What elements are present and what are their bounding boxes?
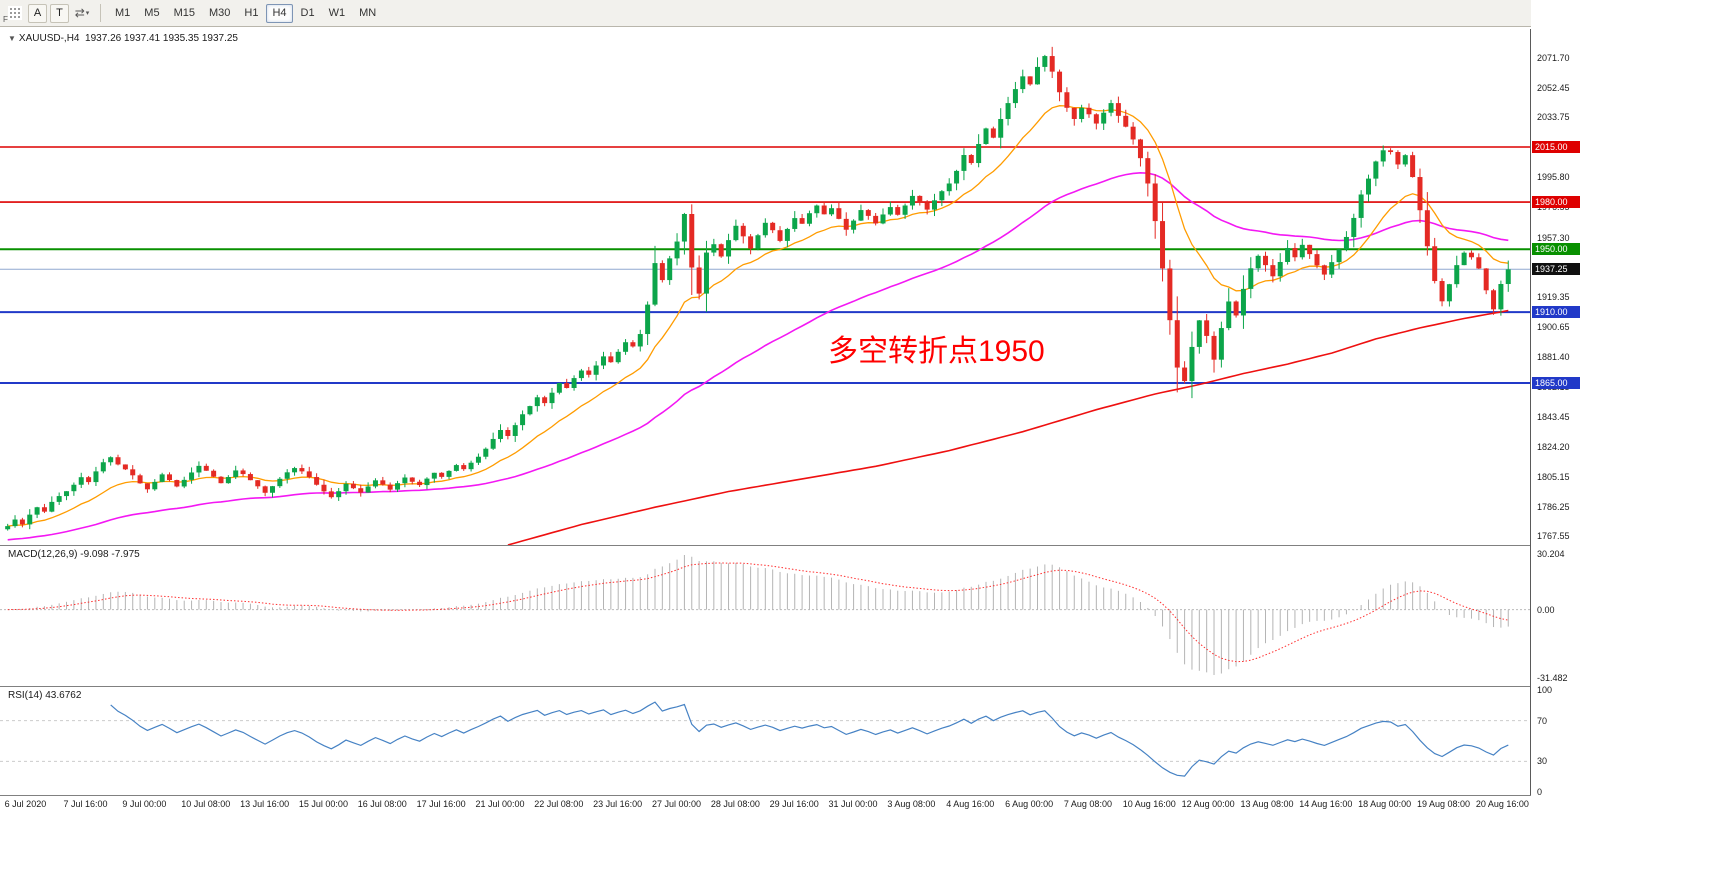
timeframe-button-mn[interactable]: MN <box>353 4 382 23</box>
price-label-1910.00: 1910.00 <box>1532 306 1580 319</box>
time-axis[interactable]: 6 Jul 2020 7 Jul 16:00 9 Jul 00:00 10 Jul 0… <box>0 797 1530 813</box>
price-tick: 1995.80 <box>1537 172 1570 183</box>
grid-icon[interactable] <box>5 3 25 23</box>
main-chart-canvas[interactable] <box>0 29 1530 545</box>
panel-divider[interactable] <box>0 795 1725 796</box>
price-label-1950.00: 1950.00 <box>1532 243 1580 256</box>
time-tick: 21 Jul 00:00 <box>475 799 525 809</box>
candles <box>5 46 1511 531</box>
time-tick: 13 Aug 08:00 <box>1240 799 1294 809</box>
time-tick: 13 Jul 16:00 <box>240 799 290 809</box>
time-tick: 10 Aug 16:00 <box>1122 799 1176 809</box>
timeframe-button-m15[interactable]: M15 <box>168 4 201 23</box>
price-tick: 1786.25 <box>1537 501 1570 512</box>
rsi-tick: 30 <box>1537 756 1548 767</box>
timeframe-button-m30[interactable]: M30 <box>203 4 236 23</box>
time-tick: 22 Jul 08:00 <box>534 799 584 809</box>
rsi-tick: 70 <box>1537 715 1548 726</box>
time-tick: 6 Aug 00:00 <box>1005 799 1054 809</box>
time-tick: 18 Aug 00:00 <box>1358 799 1412 809</box>
timeframe-button-m5[interactable]: M5 <box>138 4 165 23</box>
price-tick: 1805.15 <box>1537 472 1570 483</box>
timeframe-button-h1[interactable]: H1 <box>238 4 264 23</box>
timeframe-button-d1[interactable]: D1 <box>295 4 321 23</box>
annotation-tool-button[interactable]: A <box>28 3 47 23</box>
rsi-canvas[interactable] <box>0 687 1530 795</box>
macd-histogram <box>14 555 1509 675</box>
toolbar-separator <box>100 4 101 22</box>
time-tick: 16 Jul 08:00 <box>357 799 407 809</box>
macd-label: MACD(12,26,9) -9.098 -7.975 <box>8 549 140 560</box>
price-label-1980.00: 1980.00 <box>1532 196 1580 209</box>
timeframe-button-h4[interactable]: H4 <box>266 3 293 23</box>
macd-tick: 0.00 <box>1537 604 1555 615</box>
timeframe-button-w1[interactable]: W1 <box>323 4 352 23</box>
symbol-info: ▼ XAUUSD-,H4 1937.26 1937.41 1935.35 1937… <box>8 33 238 44</box>
timeframe-button-m1[interactable]: M1 <box>109 4 136 23</box>
time-tick: 23 Jul 16:00 <box>593 799 643 809</box>
rsi-tick: 100 <box>1537 685 1553 695</box>
macd-tick: 30.204 <box>1537 549 1565 559</box>
axis-separator <box>1530 29 1531 795</box>
symbol-ohlc-text: XAUUSD-,H4 1937.26 1937.41 1935.35 1937.… <box>18 33 238 44</box>
price-tick: 1767.55 <box>1537 531 1570 542</box>
ma-mid-line <box>7 171 1509 541</box>
panel-divider[interactable] <box>0 545 1725 546</box>
rsi-tick: 0 <box>1537 787 1543 797</box>
price-tick: 1881.40 <box>1537 352 1570 363</box>
time-tick: 20 Aug 16:00 <box>1475 799 1529 809</box>
time-tick: 9 Jul 00:00 <box>122 799 167 809</box>
panel-divider[interactable] <box>0 686 1725 687</box>
dropdown-caret-icon[interactable]: ▾ <box>85 10 90 17</box>
time-tick: 12 Aug 00:00 <box>1181 799 1235 809</box>
price-tick: 2052.45 <box>1537 83 1570 94</box>
time-tick: 10 Jul 08:00 <box>181 799 231 809</box>
chart-annotation-text[interactable]: 多空转折点1950 <box>828 335 1045 368</box>
text-tool-button[interactable]: T <box>50 3 69 23</box>
time-tick: 31 Jul 00:00 <box>828 799 878 809</box>
rsi-line <box>110 701 1509 777</box>
time-tick: 19 Aug 08:00 <box>1416 799 1471 809</box>
price-axis[interactable]: 2071.702052.452033.751995.801976.551957.… <box>1531 0 1725 896</box>
timeframe-group: M1 M5 M15 M30 H1 H4 D1 W1 MN <box>109 3 382 23</box>
price-tick: 1900.65 <box>1537 321 1570 332</box>
macd-tick: -31.482 <box>1537 673 1568 683</box>
price-label-1865.00: 1865.00 <box>1532 376 1580 389</box>
rsi-label: RSI(14) 43.6762 <box>8 690 82 701</box>
autoscroll-icon[interactable]: ⇄ ▾ <box>74 6 90 20</box>
price-tick: 2071.70 <box>1537 52 1570 63</box>
price-tick: 1843.45 <box>1537 411 1570 422</box>
price-label-2015.00: 2015.00 <box>1532 140 1580 153</box>
ma-slow-line <box>507 309 1509 545</box>
price-label-1937.25: 1937.25 <box>1532 263 1580 276</box>
time-tick: 15 Jul 00:00 <box>298 799 348 809</box>
price-tick: 1919.35 <box>1537 292 1570 303</box>
toolbar: A T ⇄ ▾ M1 M5 M15 M30 H1 H4 D1 W1 MN <box>0 0 1725 27</box>
time-tick: 3 Aug 08:00 <box>887 799 936 809</box>
time-tick: 29 Jul 16:00 <box>769 799 819 809</box>
toolbar-f-label: F <box>3 15 8 24</box>
time-tick: 27 Jul 00:00 <box>651 799 702 809</box>
price-tick: 1957.30 <box>1537 232 1570 243</box>
time-tick: 4 Aug 16:00 <box>946 799 995 809</box>
symbol-marker-icon: ▼ <box>8 34 16 43</box>
time-tick: 7 Jul 16:00 <box>63 799 108 809</box>
time-tick: 14 Aug 16:00 <box>1299 799 1353 809</box>
price-tick: 1824.20 <box>1537 442 1570 453</box>
time-tick: 28 Jul 08:00 <box>710 799 760 809</box>
price-tick: 2033.75 <box>1537 112 1570 123</box>
time-tick: 7 Aug 08:00 <box>1063 799 1112 809</box>
macd-signal-line <box>7 562 1509 663</box>
time-tick: 6 Jul 2020 <box>4 799 47 809</box>
time-tick: 17 Jul 16:00 <box>416 799 466 809</box>
macd-canvas[interactable] <box>0 546 1530 686</box>
ma-fast-line <box>7 105 1509 527</box>
